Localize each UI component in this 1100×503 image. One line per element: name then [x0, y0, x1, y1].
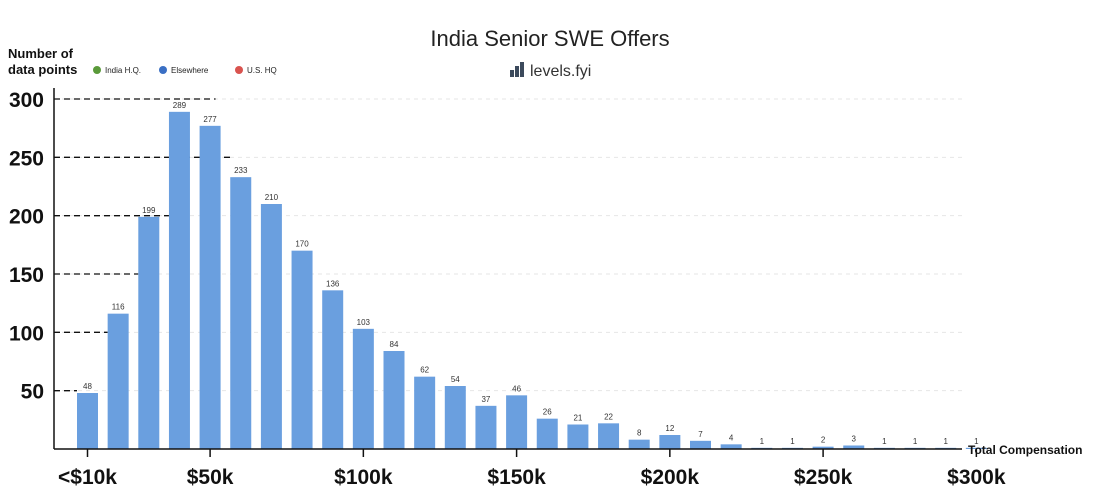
bar-13 [475, 405, 497, 449]
x-tick-label-2: $100k [334, 466, 393, 489]
data-label-6: 210 [265, 193, 279, 202]
bar-14 [506, 395, 528, 449]
bar-17 [598, 423, 620, 449]
data-label-15: 26 [543, 408, 552, 417]
data-label-9: 103 [357, 318, 371, 327]
data-label-18: 8 [637, 429, 642, 438]
bar-1 [107, 313, 129, 449]
data-label-10: 84 [390, 340, 399, 349]
data-label-25: 3 [852, 435, 857, 444]
data-label-14: 46 [512, 384, 521, 393]
bar-3 [168, 111, 190, 449]
data-label-5: 233 [234, 166, 248, 175]
bar-18 [628, 439, 650, 449]
data-labels: 4811619928927723321017013610384625437462… [83, 101, 979, 446]
y-tick-label-200: 200 [9, 206, 44, 229]
y-axis-label-line-2: data points [8, 62, 77, 77]
data-label-4: 277 [203, 115, 217, 124]
data-label-0: 48 [83, 382, 92, 391]
legend-swatch-us-hq [235, 66, 243, 74]
x-tick-label-1: $50k [187, 466, 234, 489]
data-label-27: 1 [913, 437, 918, 446]
y-tick-label-100: 100 [9, 322, 44, 345]
bar-25 [843, 445, 865, 449]
legend: India H.Q. Elsewhere U.S. HQ [93, 66, 277, 75]
data-label-2: 199 [142, 206, 156, 215]
bar-11 [414, 376, 436, 449]
bar-2 [138, 216, 160, 449]
bar-10 [383, 351, 405, 449]
data-label-13: 37 [481, 395, 490, 404]
bars [77, 111, 987, 449]
data-label-29: 1 [974, 437, 979, 446]
bar-0 [77, 393, 98, 449]
data-label-21: 4 [729, 433, 734, 442]
bar-6 [260, 204, 282, 449]
x-axis-ticks: <$10k $50k $100k $150k $200k $250k $300k [58, 449, 1006, 489]
bar-24 [812, 446, 834, 449]
bar-12 [444, 386, 466, 449]
y-axis-ticks: 50 100 150 200 250 300 [9, 89, 231, 404]
legend-item-us-hq: U.S. HQ [235, 66, 277, 75]
y-tick-label-150: 150 [9, 264, 44, 287]
x-tick-label-6: $300k [947, 466, 1006, 489]
legend-swatch-elsewhere [159, 66, 167, 74]
x-tick-label-5: $250k [794, 466, 853, 489]
x-tick-label-4: $200k [641, 466, 700, 489]
data-label-23: 1 [790, 437, 795, 446]
legend-label-us-hq: U.S. HQ [247, 66, 277, 75]
chart-title: India Senior SWE Offers [430, 26, 669, 51]
y-tick-label-300: 300 [9, 89, 44, 112]
legend-swatch-india-hq [93, 66, 101, 74]
bar-29 [965, 447, 987, 449]
y-axis-label-line-1: Number of [8, 46, 74, 61]
legend-item-elsewhere: Elsewhere [159, 66, 209, 75]
data-label-22: 1 [760, 437, 765, 446]
data-label-20: 7 [698, 430, 703, 439]
gridlines [54, 98, 962, 392]
bar-21 [720, 444, 742, 449]
data-label-17: 22 [604, 412, 613, 421]
y-tick-label-50: 50 [21, 381, 44, 404]
data-label-1: 116 [112, 303, 125, 312]
x-axis-title: Total Compensation [968, 443, 1082, 457]
data-label-28: 1 [943, 437, 948, 446]
bar-5 [230, 177, 252, 449]
x-tick-label-3: $150k [487, 466, 546, 489]
levels-fyi-logo: levels.fyi [510, 62, 591, 80]
bar-9 [352, 328, 374, 449]
data-label-24: 2 [821, 436, 826, 445]
bar-8 [322, 290, 344, 449]
data-label-12: 54 [451, 375, 460, 384]
x-tick-label-0: <$10k [58, 466, 117, 489]
y-tick-label-250: 250 [9, 147, 44, 170]
bar-15 [536, 418, 558, 449]
data-label-16: 21 [573, 414, 582, 423]
bar-16 [567, 424, 589, 449]
brand-name: levels.fyi [530, 63, 591, 80]
bar-4 [199, 125, 221, 449]
data-label-7: 170 [295, 240, 309, 249]
data-label-11: 62 [420, 366, 429, 375]
bar-7 [291, 250, 313, 449]
legend-label-elsewhere: Elsewhere [171, 66, 209, 75]
data-label-26: 1 [882, 437, 887, 446]
bar-20 [690, 440, 711, 449]
data-label-19: 12 [665, 424, 674, 433]
bar-19 [659, 435, 681, 449]
legend-label-india-hq: India H.Q. [105, 66, 141, 75]
data-label-3: 289 [173, 101, 187, 110]
bar-chart-logo-icon [510, 62, 524, 77]
data-label-8: 136 [326, 279, 340, 288]
legend-item-india-hq: India H.Q. [93, 66, 141, 75]
